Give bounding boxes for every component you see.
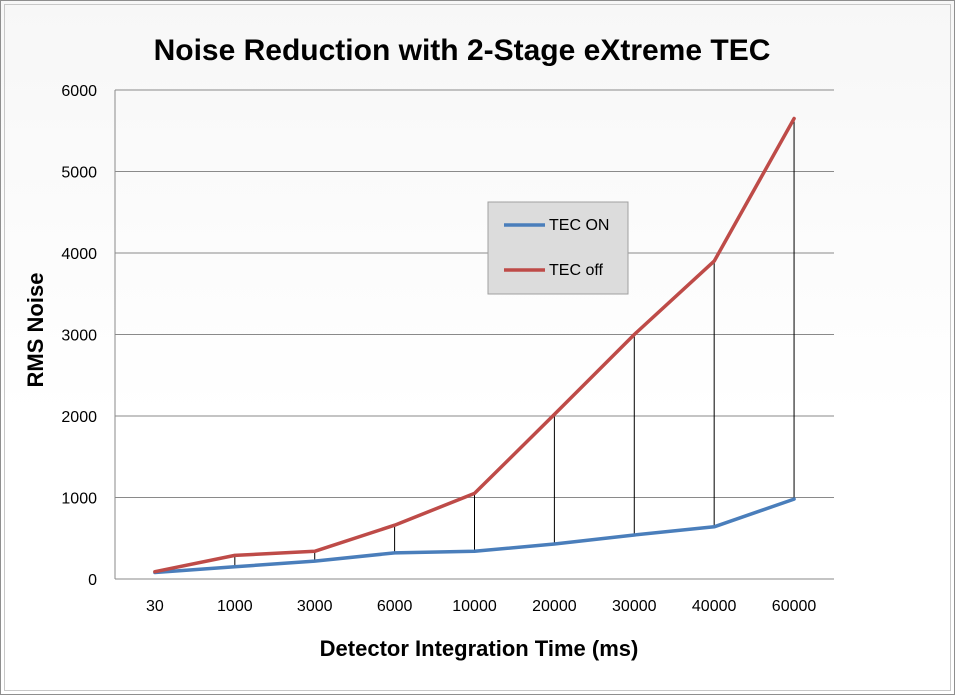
y-tick-labels: 0 1000 2000 3000 4000 5000 6000: [61, 83, 97, 589]
y-axis-title: RMS Noise: [23, 273, 48, 388]
x-axis-title: Detector Integration Time (ms): [320, 636, 639, 661]
legend: TEC ON TEC off: [487, 201, 629, 295]
legend-label-tec-on: TEC ON: [549, 217, 609, 234]
x-tick-label: 3000: [297, 598, 333, 615]
x-tick-label: 10000: [452, 598, 497, 615]
gridlines: [115, 89, 834, 498]
y-tick-label: 1000: [61, 491, 97, 508]
y-tick-label: 0: [88, 572, 97, 589]
x-tick-labels: 30 1000 3000 6000 10000 20000 30000 40000 60000: [146, 598, 816, 615]
legend-label-tec-off: TEC off: [549, 262, 604, 279]
y-tick-label: 3000: [61, 328, 97, 345]
x-tick-label: 30000: [612, 598, 657, 615]
x-tick-label: 1000: [217, 598, 253, 615]
series-lines: [153, 116, 796, 575]
y-tick-label: 4000: [61, 246, 97, 263]
legend-box: [487, 201, 629, 295]
axes: [114, 90, 834, 580]
series-line-0: [153, 497, 796, 575]
y-tick-label: 6000: [61, 83, 97, 100]
series-line-1: [153, 116, 796, 574]
x-tick-label: 60000: [772, 598, 817, 615]
x-tick-label: 30: [146, 598, 164, 615]
x-tick-label: 6000: [377, 598, 413, 615]
y-tick-label: 2000: [61, 409, 97, 426]
drop-lines: [154, 118, 795, 573]
x-tick-label: 20000: [532, 598, 577, 615]
chart-title: Noise Reduction with 2-Stage eXtreme TEC: [154, 34, 771, 67]
x-tick-label: 40000: [692, 598, 737, 615]
y-tick-label: 5000: [61, 165, 97, 182]
